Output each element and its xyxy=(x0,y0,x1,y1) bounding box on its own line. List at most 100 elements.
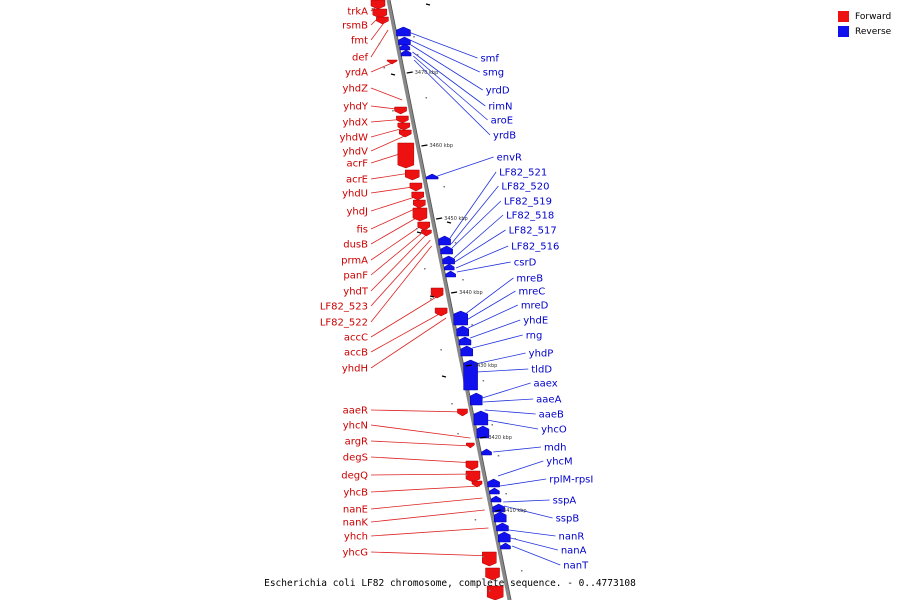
minor-feature-mark xyxy=(520,570,523,572)
minor-feature-mark xyxy=(446,221,452,224)
forward-gene-feature xyxy=(413,199,426,209)
reverse-gene-feature xyxy=(476,425,490,439)
backbone-line xyxy=(386,0,511,600)
reverse-gene-label: aroE xyxy=(491,116,513,127)
reverse-gene-label: LF82_521 xyxy=(499,168,547,179)
forward-gene-feature xyxy=(466,442,475,449)
forward-gene-label: yhcN xyxy=(343,421,368,432)
reverse-leader-line xyxy=(412,51,486,107)
forward-leader-line xyxy=(370,227,429,276)
forward-leader-line xyxy=(370,485,481,493)
forward-gene-feature xyxy=(372,8,388,19)
forward-gene-feature xyxy=(409,182,423,192)
scale-tick xyxy=(494,509,502,512)
forward-gene-feature xyxy=(396,115,409,124)
reverse-gene-label: yhcO xyxy=(541,425,567,436)
reverse-leader-line xyxy=(503,505,553,519)
forward-gene-label: nanE xyxy=(343,505,368,516)
reverse-leader-line xyxy=(410,44,483,91)
reverse-gene-label: yhdP xyxy=(529,349,554,360)
reverse-gene-feature xyxy=(458,336,472,346)
reverse-gene-label: yhdE xyxy=(523,316,548,327)
scale-tick-label: 3470 kbp xyxy=(415,70,439,76)
reverse-leader-line xyxy=(510,537,558,551)
reverse-leader-line xyxy=(450,185,499,245)
reverse-leader-line xyxy=(508,529,556,537)
reverse-leader-line xyxy=(456,261,511,273)
reverse-leader-line xyxy=(511,545,561,566)
forward-gene-label: yhcB xyxy=(343,488,368,499)
reverse-gene-label: yhcM xyxy=(546,457,572,468)
reverse-gene-label: nanR xyxy=(559,532,585,543)
scale-tick xyxy=(480,436,487,439)
forward-leader-line xyxy=(370,527,489,537)
forward-leader-line xyxy=(370,133,410,152)
forward-gene-feature xyxy=(397,122,411,131)
forward-gene-feature xyxy=(386,59,398,65)
forward-gene-feature xyxy=(397,142,415,169)
forward-gene-label: aaeR xyxy=(343,406,368,417)
forward-gene-label: degQ xyxy=(341,471,368,482)
scale-tick-label: 3450 kbp xyxy=(444,216,468,222)
forward-gene-feature xyxy=(465,470,481,483)
reverse-gene-feature xyxy=(463,359,478,391)
reverse-gene-feature xyxy=(445,270,456,278)
forward-gene-label: def xyxy=(352,53,369,64)
reverse-gene-label: tldD xyxy=(531,365,552,376)
reverse-gene-label: mdh xyxy=(544,443,566,454)
minor-feature-mark xyxy=(416,231,422,234)
forward-gene-label: accB xyxy=(344,348,368,359)
forward-leader-line xyxy=(370,509,485,523)
forward-gene-label: yhdU xyxy=(342,189,368,200)
forward-gene-label: yhdW xyxy=(340,133,369,144)
forward-gene-label: acrF xyxy=(347,159,369,170)
gene-features xyxy=(370,0,523,600)
minor-feature-mark xyxy=(454,242,457,244)
forward-gene-label: trkA xyxy=(347,7,368,18)
minor-feature-mark xyxy=(392,110,394,112)
reverse-gene-label: aaeB xyxy=(539,410,564,421)
forward-gene-label: yhdX xyxy=(343,118,369,129)
forward-gene-feature xyxy=(434,307,448,317)
forward-gene-label: yhdT xyxy=(343,287,369,298)
minor-feature-mark xyxy=(471,324,473,326)
legend-label-reverse: Reverse xyxy=(855,26,892,37)
minor-feature-mark xyxy=(425,3,431,6)
forward-gene-feature xyxy=(412,207,428,222)
reverse-gene-label: sspB xyxy=(556,514,580,525)
reverse-gene-feature xyxy=(489,487,500,495)
forward-gene-feature xyxy=(457,408,468,417)
legend-swatch-forward xyxy=(838,11,849,22)
minor-feature-mark xyxy=(462,279,464,281)
minor-feature-mark xyxy=(451,403,453,405)
forward-leader-line xyxy=(370,87,403,101)
forward-gene-label: fis xyxy=(356,225,368,236)
reverse-gene-label: LF82_517 xyxy=(509,226,557,237)
minor-feature-mark xyxy=(441,375,447,378)
forward-gene-label: rsmB xyxy=(342,21,368,32)
scale-tick-label: 3460 kbp xyxy=(429,143,453,149)
forward-gene-label: panF xyxy=(343,271,368,282)
reverse-gene-feature xyxy=(487,478,500,488)
reverse-leader-line xyxy=(455,245,509,269)
reverse-gene-feature xyxy=(500,542,511,550)
reverse-gene-feature xyxy=(425,173,439,180)
forward-gene-feature xyxy=(394,106,407,115)
forward-gene-label: yhdZ xyxy=(343,84,369,95)
forward-gene-feature xyxy=(417,221,431,231)
legend-label-forward: Forward xyxy=(855,11,892,22)
reverse-gene-feature xyxy=(438,235,451,246)
minor-feature-mark xyxy=(491,424,494,426)
forward-leader-line xyxy=(370,409,466,413)
scale-tick-label: 3440 kbp xyxy=(459,290,483,296)
reverse-gene-label: LF82_520 xyxy=(501,182,549,193)
reverse-gene-label: LF82_516 xyxy=(511,242,559,253)
minor-feature-mark xyxy=(371,8,374,10)
forward-gene-label: yrdA xyxy=(345,68,368,79)
reverse-leader-line xyxy=(467,304,518,329)
forward-gene-label: dusB xyxy=(343,240,368,251)
reverse-gene-feature xyxy=(496,522,509,532)
reverse-leader-line xyxy=(413,55,488,121)
scale-tick-label: 3420 kbp xyxy=(488,435,512,441)
forward-gene-label: nanK xyxy=(343,518,369,529)
